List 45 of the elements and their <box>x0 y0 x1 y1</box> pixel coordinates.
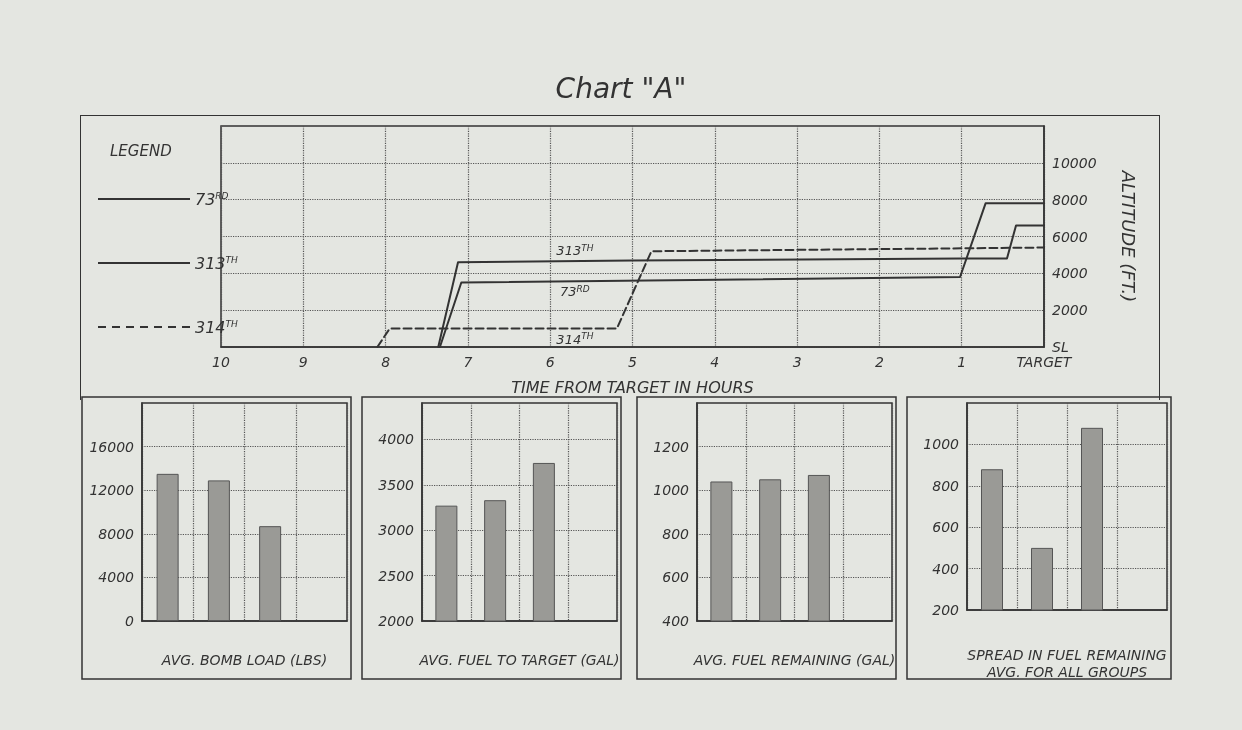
x-axis-title: AVG. FUEL REMAINING (GAL) <box>692 651 896 668</box>
y-tick-label: 800 <box>932 477 960 494</box>
legend-title: LEGEND <box>110 141 172 160</box>
x-tick-label: 4 <box>710 354 720 370</box>
y-tick-label: 200 <box>932 602 960 618</box>
x-axis-title: AVG. BOMB LOAD (LBS) <box>160 651 328 668</box>
y-axis-title: ALTITUDE (FT.) <box>1117 169 1139 303</box>
x-tick-label: 10 <box>212 354 230 370</box>
x-axis-title: TIME FROM TARGET IN HOURS <box>511 377 754 397</box>
y-tick-label: 1000 <box>653 482 690 499</box>
y-tick-label: 4000 <box>98 569 135 586</box>
y-tick-label: 0 <box>125 613 135 629</box>
y-tick-label: 16000 <box>89 438 135 455</box>
y-tick-label: 1000 <box>923 436 960 453</box>
x-axis-title: AVG. FUEL TO TARGET (GAL) <box>418 651 620 668</box>
y-tick-label: 6000 <box>1052 228 1088 245</box>
y-tick-label: 10000 <box>1052 154 1097 171</box>
y-tick-label: 600 <box>662 569 690 586</box>
x-tick-label: 9 <box>298 354 308 370</box>
y-tick-label: 2000 <box>1052 302 1088 319</box>
y-tick-label: 8000 <box>1052 191 1088 208</box>
x-tick-label: 5 <box>628 354 638 370</box>
y-tick-label: 1200 <box>653 438 690 455</box>
x-tick-label: 3 <box>792 354 802 370</box>
x-tick-label: 7 <box>463 354 473 370</box>
x-tick-label: 2 <box>874 354 884 370</box>
y-tick-label: 3000 <box>378 522 415 539</box>
y-tick-label: 2000 <box>378 613 415 629</box>
x-tick-label: TARGET <box>1016 354 1073 370</box>
y-tick-label: 800 <box>662 525 690 542</box>
x-tick-label: 8 <box>381 354 391 370</box>
x-tick-label: 1 <box>957 354 967 370</box>
x-tick-label: 6 <box>545 354 555 370</box>
y-tick-label: 4000 <box>378 431 415 448</box>
x-axis-title: SPREAD IN FUEL REMAINING AVG. FOR ALL GROUPS <box>967 646 1167 680</box>
y-tick-label: 4000 <box>1052 265 1088 282</box>
y-tick-label: 3500 <box>378 476 415 493</box>
y-tick-label: SL <box>1052 339 1069 355</box>
y-tick-label: 400 <box>662 613 690 629</box>
y-tick-label: 2500 <box>378 567 415 584</box>
y-tick-label: 12000 <box>89 482 135 499</box>
y-tick-label: 600 <box>932 519 960 536</box>
y-tick-label: 400 <box>932 560 960 577</box>
chart-title: Chart "A" <box>554 72 688 105</box>
y-tick-label: 8000 <box>98 525 135 542</box>
